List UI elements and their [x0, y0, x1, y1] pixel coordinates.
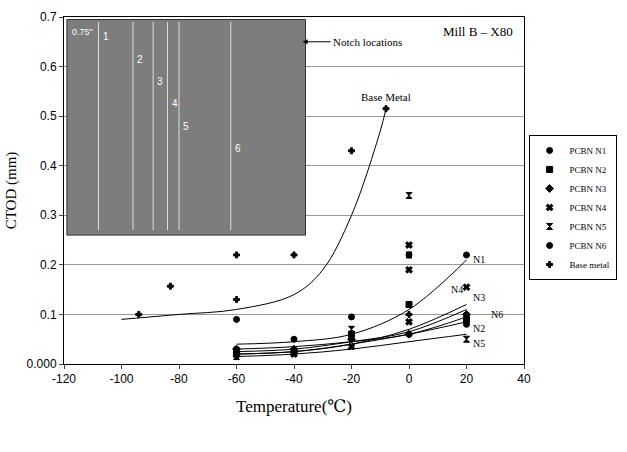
svg-text:3: 3 — [157, 76, 163, 87]
svg-text:0.3: 0.3 — [40, 208, 57, 222]
svg-text:0: 0 — [406, 372, 413, 386]
svg-text:2: 2 — [137, 54, 143, 65]
svg-text:PCBN N5: PCBN N5 — [570, 222, 607, 232]
svg-text:4: 4 — [172, 98, 178, 109]
svg-text:-100: -100 — [109, 372, 133, 386]
svg-text:0.75": 0.75" — [72, 27, 93, 37]
svg-text:20: 20 — [460, 372, 474, 386]
svg-text:N5: N5 — [473, 338, 485, 349]
svg-text:N3: N3 — [473, 292, 485, 303]
svg-text:40: 40 — [517, 372, 531, 386]
svg-text:Temperature(℃): Temperature(℃) — [236, 397, 352, 416]
svg-text:Base metal: Base metal — [570, 260, 610, 270]
svg-text:0.2: 0.2 — [40, 258, 57, 272]
svg-text:-20: -20 — [343, 372, 361, 386]
svg-text:N2: N2 — [473, 323, 485, 334]
svg-text:0.000: 0.000 — [27, 357, 57, 371]
svg-text:0.6: 0.6 — [40, 60, 57, 74]
svg-text:-120: -120 — [52, 372, 76, 386]
svg-text:Mill B – X80: Mill B – X80 — [443, 24, 513, 39]
svg-text:-40: -40 — [285, 372, 303, 386]
svg-text:PCBN N3: PCBN N3 — [570, 184, 607, 194]
svg-text:6: 6 — [235, 143, 241, 154]
svg-text:5: 5 — [183, 121, 189, 132]
svg-text:CTOD (mm): CTOD (mm) — [3, 152, 20, 230]
svg-text:Notch locations: Notch locations — [333, 36, 402, 48]
svg-text:0.1: 0.1 — [40, 308, 57, 322]
svg-text:PCBN N4: PCBN N4 — [570, 203, 607, 213]
svg-text:N6: N6 — [491, 309, 503, 320]
svg-text:N4: N4 — [451, 284, 463, 295]
svg-text:0.5: 0.5 — [40, 109, 57, 123]
svg-text:PCBN N1: PCBN N1 — [570, 146, 607, 156]
svg-text:0.4: 0.4 — [40, 159, 57, 173]
svg-text:-60: -60 — [228, 372, 246, 386]
svg-text:0.7: 0.7 — [40, 10, 57, 24]
svg-text:1: 1 — [103, 31, 109, 42]
svg-text:Base Metal: Base Metal — [361, 91, 411, 103]
svg-text:N1: N1 — [473, 254, 485, 265]
svg-text:PCBN N6: PCBN N6 — [570, 241, 607, 251]
svg-text:-80: -80 — [170, 372, 188, 386]
svg-text:PCBN N2: PCBN N2 — [570, 165, 607, 175]
